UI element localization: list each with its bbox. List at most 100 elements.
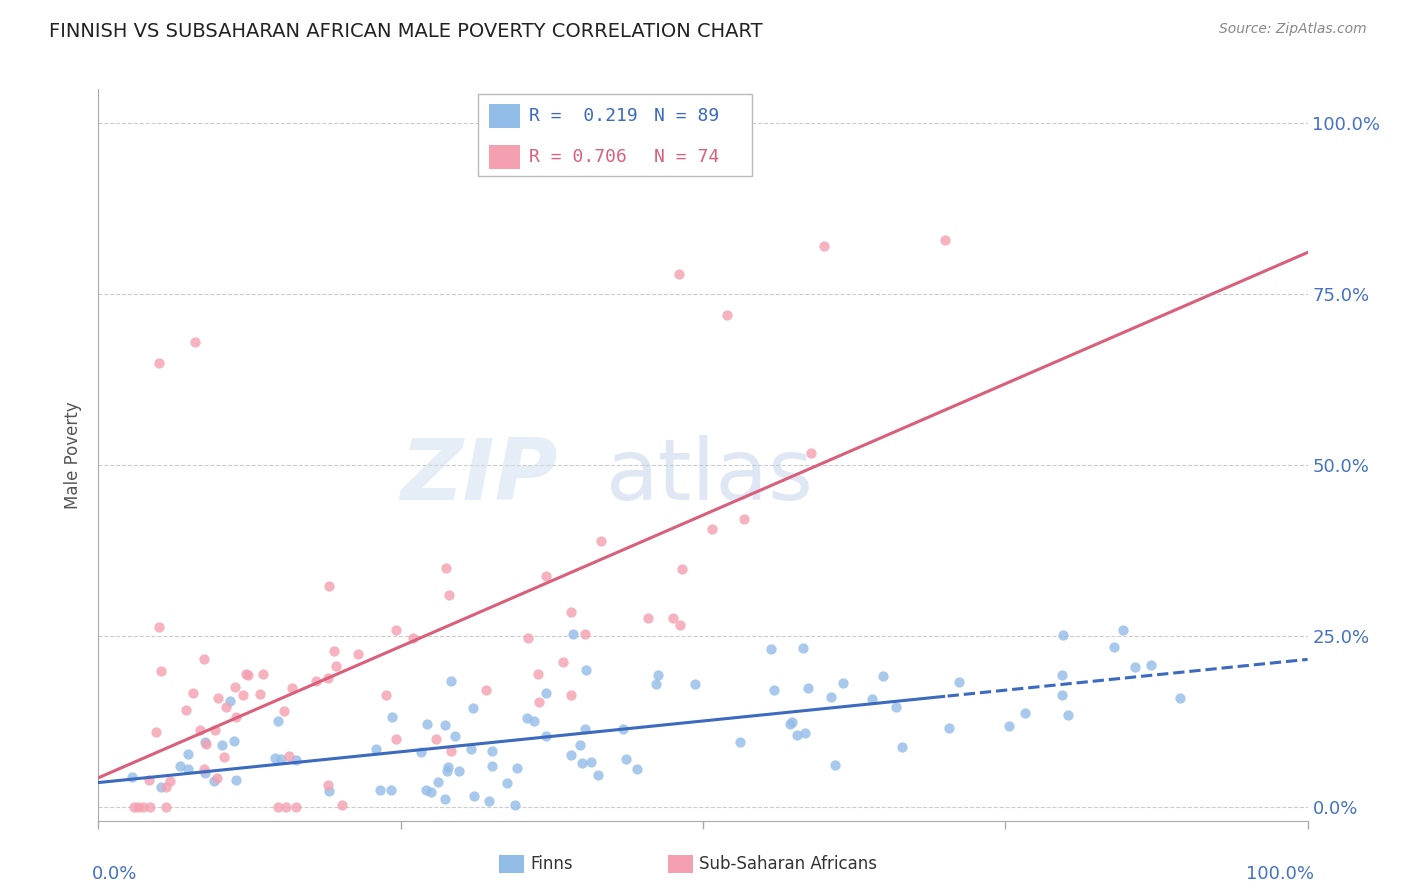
Point xyxy=(375,689,398,703)
Point xyxy=(264,751,287,765)
Point xyxy=(380,783,402,797)
Point xyxy=(225,772,247,787)
Point xyxy=(318,579,340,593)
Text: FINNISH VS SUBSAHARAN AFRICAN MALE POVERTY CORRELATION CHART: FINNISH VS SUBSAHARAN AFRICAN MALE POVER… xyxy=(49,22,763,41)
Point xyxy=(495,776,517,790)
Point xyxy=(786,728,808,742)
Point xyxy=(449,764,471,779)
Point xyxy=(184,335,207,350)
Point xyxy=(860,692,883,706)
Text: ZIP: ZIP xyxy=(401,435,558,518)
Point xyxy=(934,233,956,247)
Point xyxy=(733,511,755,525)
Point xyxy=(716,308,738,322)
Point xyxy=(249,687,271,701)
Point xyxy=(318,671,340,685)
Point xyxy=(177,747,200,761)
Point xyxy=(612,722,634,736)
Point xyxy=(1052,628,1074,642)
Point xyxy=(236,667,259,681)
Point xyxy=(148,356,170,370)
Point xyxy=(534,569,557,583)
Point xyxy=(503,798,526,813)
Point xyxy=(440,744,463,758)
Point xyxy=(402,632,425,646)
Point xyxy=(385,731,408,746)
Point xyxy=(274,800,297,814)
Point xyxy=(832,676,855,690)
Point xyxy=(364,742,387,756)
Point xyxy=(323,643,346,657)
Point xyxy=(194,766,217,780)
Point xyxy=(434,717,457,731)
Point xyxy=(132,800,155,814)
Point xyxy=(1168,691,1191,706)
Point xyxy=(205,772,228,786)
Point xyxy=(416,717,439,731)
Point xyxy=(436,764,458,778)
Point xyxy=(145,725,167,739)
Point xyxy=(551,655,574,669)
Point xyxy=(948,675,970,690)
Point xyxy=(813,239,835,253)
Point xyxy=(792,641,814,656)
Point xyxy=(148,620,170,634)
Point xyxy=(211,739,233,753)
Point xyxy=(155,800,177,814)
Point xyxy=(523,714,546,728)
Point xyxy=(188,723,211,737)
Point xyxy=(475,683,498,698)
Point xyxy=(626,762,648,776)
Point xyxy=(526,667,548,681)
Point xyxy=(316,778,339,792)
Point xyxy=(415,782,437,797)
Point xyxy=(232,688,254,702)
Text: N = 74: N = 74 xyxy=(654,148,718,166)
Point xyxy=(215,700,238,714)
Point xyxy=(224,680,246,694)
Point xyxy=(1057,708,1080,723)
Point xyxy=(461,701,484,715)
Point xyxy=(440,673,463,688)
Point xyxy=(700,522,723,536)
Point xyxy=(214,750,236,764)
Point xyxy=(886,700,908,714)
Text: Source: ZipAtlas.com: Source: ZipAtlas.com xyxy=(1219,22,1367,37)
Point xyxy=(284,752,307,766)
Point xyxy=(325,659,347,673)
Point xyxy=(586,768,609,782)
Point xyxy=(305,674,328,689)
Text: 100.0%: 100.0% xyxy=(1246,864,1313,882)
Point xyxy=(481,759,503,773)
Point xyxy=(662,611,685,625)
Point xyxy=(207,691,229,706)
Point xyxy=(434,561,457,575)
Point xyxy=(1140,657,1163,672)
Text: Finns: Finns xyxy=(530,855,572,873)
Point xyxy=(195,737,218,751)
Point xyxy=(671,562,693,576)
Point xyxy=(219,693,242,707)
Point xyxy=(176,702,198,716)
Point xyxy=(797,681,820,695)
Point xyxy=(506,761,529,775)
Point xyxy=(444,729,467,743)
Point xyxy=(685,677,707,691)
Point xyxy=(1014,706,1036,721)
Point xyxy=(273,704,295,718)
Point xyxy=(478,794,501,808)
Point xyxy=(780,715,803,730)
Point xyxy=(534,686,557,700)
Point xyxy=(385,623,408,637)
Point xyxy=(669,618,692,632)
Point xyxy=(581,755,603,769)
Point xyxy=(824,757,846,772)
Point xyxy=(381,709,404,723)
Point xyxy=(169,759,191,773)
Point xyxy=(575,663,598,677)
Point xyxy=(591,534,613,549)
Text: R = 0.706: R = 0.706 xyxy=(529,148,627,166)
Point xyxy=(637,610,659,624)
Point xyxy=(433,792,456,806)
Point xyxy=(177,762,200,776)
